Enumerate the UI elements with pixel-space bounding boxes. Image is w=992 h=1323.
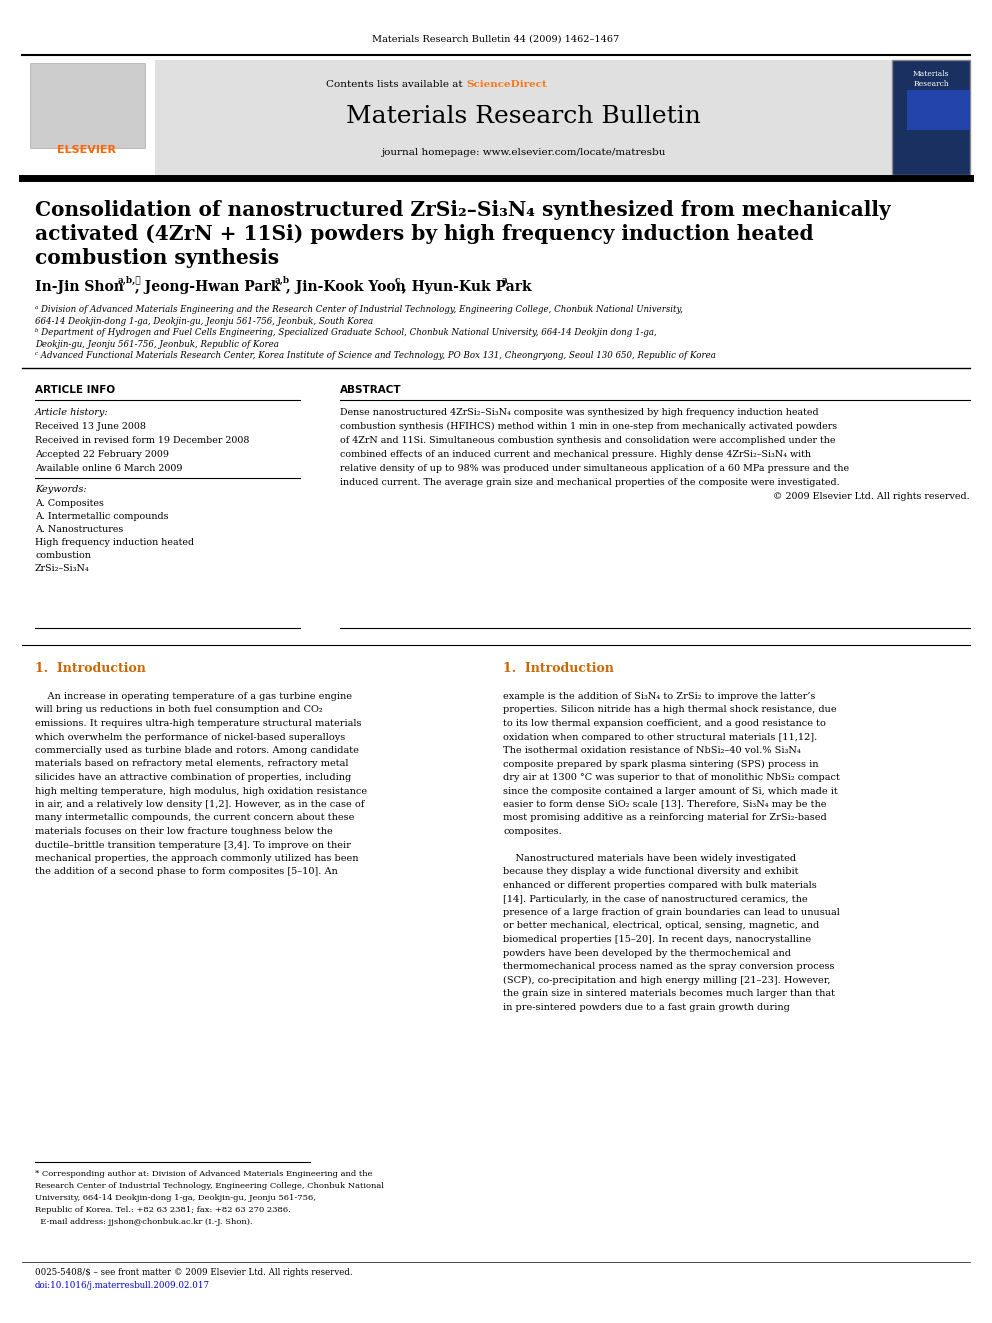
- Text: activated (4ZrN + 11Si) powders by high frequency induction heated: activated (4ZrN + 11Si) powders by high …: [35, 224, 813, 243]
- Text: Materials Research Bulletin 44 (2009) 1462–1467: Materials Research Bulletin 44 (2009) 14…: [372, 34, 620, 44]
- Text: © 2009 Elsevier Ltd. All rights reserved.: © 2009 Elsevier Ltd. All rights reserved…: [774, 492, 970, 501]
- Text: which overwhelm the performance of nickel-based superalloys: which overwhelm the performance of nicke…: [35, 733, 345, 741]
- Text: oxidation when compared to other structural materials [11,12].: oxidation when compared to other structu…: [503, 733, 817, 741]
- Text: ABSTRACT: ABSTRACT: [340, 385, 402, 396]
- Text: emissions. It requires ultra-high temperature structural materials: emissions. It requires ultra-high temper…: [35, 718, 361, 728]
- Text: 1.  Introduction: 1. Introduction: [503, 662, 614, 675]
- Text: (SCP), co-precipitation and high energy milling [21–23]. However,: (SCP), co-precipitation and high energy …: [503, 975, 830, 984]
- Text: will bring us reductions in both fuel consumption and CO₂: will bring us reductions in both fuel co…: [35, 705, 322, 714]
- Text: many intermetallic compounds, the current concern about these: many intermetallic compounds, the curren…: [35, 814, 354, 823]
- Text: A. Intermetallic compounds: A. Intermetallic compounds: [35, 512, 169, 521]
- Text: to its low thermal expansion coefficient, and a good resistance to: to its low thermal expansion coefficient…: [503, 718, 826, 728]
- Text: Research Center of Industrial Technology, Engineering College, Chonbuk National: Research Center of Industrial Technology…: [35, 1181, 384, 1189]
- Text: the addition of a second phase to form composites [5–10]. An: the addition of a second phase to form c…: [35, 868, 337, 877]
- Text: a,b: a,b: [275, 277, 290, 284]
- Text: biomedical properties [15–20]. In recent days, nanocrystalline: biomedical properties [15–20]. In recent…: [503, 935, 811, 945]
- Text: The isothermal oxidation resistance of NbSi₂–40 vol.% Si₃N₄: The isothermal oxidation resistance of N…: [503, 746, 801, 755]
- Text: A. Composites: A. Composites: [35, 499, 104, 508]
- Text: High frequency induction heated: High frequency induction heated: [35, 538, 194, 546]
- Text: the grain size in sintered materials becomes much larger than that: the grain size in sintered materials bec…: [503, 990, 835, 998]
- Text: high melting temperature, high modulus, high oxidation resistance: high melting temperature, high modulus, …: [35, 786, 367, 795]
- Text: Available online 6 March 2009: Available online 6 March 2009: [35, 464, 183, 474]
- Text: Received in revised form 19 December 2008: Received in revised form 19 December 200…: [35, 437, 249, 445]
- Text: , Jin-Kook Yoon: , Jin-Kook Yoon: [286, 280, 406, 294]
- Text: Materials Research Bulletin: Materials Research Bulletin: [346, 105, 701, 128]
- Text: thermomechanical process named as the spray conversion process: thermomechanical process named as the sp…: [503, 962, 834, 971]
- Text: , Jeong-Hwan Park: , Jeong-Hwan Park: [135, 280, 281, 294]
- Text: Nanostructured materials have been widely investigated: Nanostructured materials have been widel…: [503, 855, 797, 863]
- Text: of 4ZrN and 11Si. Simultaneous combustion synthesis and consolidation were accom: of 4ZrN and 11Si. Simultaneous combustio…: [340, 437, 835, 445]
- Text: doi:10.1016/j.materresbull.2009.02.017: doi:10.1016/j.materresbull.2009.02.017: [35, 1281, 210, 1290]
- Text: ᶜ Advanced Functional Materials Research Center, Korea Institute of Science and : ᶜ Advanced Functional Materials Research…: [35, 351, 716, 360]
- Text: easier to form dense SiO₂ scale [13]. Therefore, Si₃N₄ may be the: easier to form dense SiO₂ scale [13]. Th…: [503, 800, 826, 808]
- Text: Article history:: Article history:: [35, 407, 109, 417]
- Text: composites.: composites.: [503, 827, 561, 836]
- Text: silicides have an attractive combination of properties, including: silicides have an attractive combination…: [35, 773, 351, 782]
- Text: or better mechanical, electrical, optical, sensing, magnetic, and: or better mechanical, electrical, optica…: [503, 922, 819, 930]
- Text: Dense nanostructured 4ZrSi₂–Si₃N₄ composite was synthesized by high frequency in: Dense nanostructured 4ZrSi₂–Si₃N₄ compos…: [340, 407, 818, 417]
- Text: a: a: [502, 277, 508, 284]
- Bar: [22, 60, 155, 175]
- Text: in air, and a relatively low density [1,2]. However, as in the case of: in air, and a relatively low density [1,…: [35, 800, 364, 808]
- Text: powders have been developed by the thermochemical and: powders have been developed by the therm…: [503, 949, 791, 958]
- Text: commercially used as turbine blade and rotors. Among candidate: commercially used as turbine blade and r…: [35, 746, 359, 755]
- Text: combustion: combustion: [35, 550, 91, 560]
- Text: in pre-sintered powders due to a fast grain growth during: in pre-sintered powders due to a fast gr…: [503, 1003, 790, 1012]
- Text: mechanical properties, the approach commonly utilized has been: mechanical properties, the approach comm…: [35, 855, 358, 863]
- Text: An increase in operating temperature of a gas turbine engine: An increase in operating temperature of …: [35, 692, 352, 701]
- Text: ELSEVIER: ELSEVIER: [58, 146, 116, 155]
- Text: E-mail address: jjshon@chonbuk.ac.kr (I.-J. Shon).: E-mail address: jjshon@chonbuk.ac.kr (I.…: [35, 1218, 253, 1226]
- Text: ScienceDirect: ScienceDirect: [466, 79, 547, 89]
- Text: Keywords:: Keywords:: [35, 486, 86, 493]
- Text: In-Jin Shon: In-Jin Shon: [35, 280, 124, 294]
- Text: relative density of up to 98% was produced under simultaneous application of a 6: relative density of up to 98% was produc…: [340, 464, 849, 474]
- Text: presence of a large fraction of grain boundaries can lead to unusual: presence of a large fraction of grain bo…: [503, 908, 840, 917]
- Text: A. Nanostructures: A. Nanostructures: [35, 525, 123, 534]
- Text: 1.  Introduction: 1. Introduction: [35, 662, 146, 675]
- Text: since the composite contained a larger amount of Si, which made it: since the composite contained a larger a…: [503, 786, 838, 795]
- Text: Accepted 22 February 2009: Accepted 22 February 2009: [35, 450, 169, 459]
- Text: ductile–brittle transition temperature [3,4]. To improve on their: ductile–brittle transition temperature […: [35, 840, 351, 849]
- Text: composite prepared by spark plasma sintering (SPS) process in: composite prepared by spark plasma sinte…: [503, 759, 818, 769]
- Bar: [907, 90, 970, 130]
- Text: enhanced or different properties compared with bulk materials: enhanced or different properties compare…: [503, 881, 816, 890]
- Text: combined effects of an induced current and mechanical pressure. Highly dense 4Zr: combined effects of an induced current a…: [340, 450, 811, 459]
- Bar: [155, 60, 892, 175]
- Text: [14]. Particularly, in the case of nanostructured ceramics, the: [14]. Particularly, in the case of nanos…: [503, 894, 807, 904]
- Text: * Corresponding author at: Division of Advanced Materials Engineering and the: * Corresponding author at: Division of A…: [35, 1170, 373, 1177]
- Text: 0025-5408/$ – see front matter © 2009 Elsevier Ltd. All rights reserved.: 0025-5408/$ – see front matter © 2009 El…: [35, 1267, 352, 1277]
- Text: materials focuses on their low fracture toughness below the: materials focuses on their low fracture …: [35, 827, 332, 836]
- Text: ZrSi₂–Si₃N₄: ZrSi₂–Si₃N₄: [35, 564, 89, 573]
- Bar: [30, 64, 145, 148]
- Text: Received 13 June 2008: Received 13 June 2008: [35, 422, 146, 431]
- Text: induced current. The average grain size and mechanical properties of the composi: induced current. The average grain size …: [340, 478, 839, 487]
- Text: Materials
Research
Bulletin: Materials Research Bulletin: [913, 70, 949, 98]
- Bar: [892, 60, 970, 175]
- Text: journal homepage: www.elsevier.com/locate/matresbu: journal homepage: www.elsevier.com/locat…: [381, 148, 666, 157]
- Text: Contents lists available at: Contents lists available at: [326, 79, 466, 89]
- Text: University, 664-14 Deokjin-dong 1-ga, Deokjin-gu, Jeonju 561-756,: University, 664-14 Deokjin-dong 1-ga, De…: [35, 1193, 315, 1203]
- Text: combustion synthesis: combustion synthesis: [35, 247, 279, 269]
- Text: combustion synthesis (HFIHCS) method within 1 min in one-step from mechanically : combustion synthesis (HFIHCS) method wit…: [340, 422, 837, 431]
- Text: , Hyun-Kuk Park: , Hyun-Kuk Park: [402, 280, 532, 294]
- Text: a,b,⋆: a,b,⋆: [118, 277, 142, 284]
- Text: ᵇ Department of Hydrogen and Fuel Cells Engineering, Specialized Graduate School: ᵇ Department of Hydrogen and Fuel Cells …: [35, 328, 657, 349]
- Text: ARTICLE INFO: ARTICLE INFO: [35, 385, 115, 396]
- Text: most promising additive as a reinforcing material for ZrSi₂-based: most promising additive as a reinforcing…: [503, 814, 826, 823]
- Text: ᵃ Division of Advanced Materials Engineering and the Research Center of Industri: ᵃ Division of Advanced Materials Enginee…: [35, 306, 683, 325]
- Text: materials based on refractory metal elements, refractory metal: materials based on refractory metal elem…: [35, 759, 348, 769]
- Text: properties. Silicon nitride has a high thermal shock resistance, due: properties. Silicon nitride has a high t…: [503, 705, 836, 714]
- Text: because they display a wide functional diversity and exhibit: because they display a wide functional d…: [503, 868, 799, 877]
- Text: Republic of Korea. Tel.: +82 63 2381; fax: +82 63 270 2386.: Republic of Korea. Tel.: +82 63 2381; fa…: [35, 1207, 291, 1215]
- Text: Consolidation of nanostructured ZrSi₂–Si₃N₄ synthesized from mechanically: Consolidation of nanostructured ZrSi₂–Si…: [35, 200, 891, 220]
- Text: example is the addition of Si₃N₄ to ZrSi₂ to improve the latter’s: example is the addition of Si₃N₄ to ZrSi…: [503, 692, 815, 701]
- Text: dry air at 1300 °C was superior to that of monolithic NbSi₂ compact: dry air at 1300 °C was superior to that …: [503, 773, 840, 782]
- Text: c: c: [395, 277, 401, 284]
